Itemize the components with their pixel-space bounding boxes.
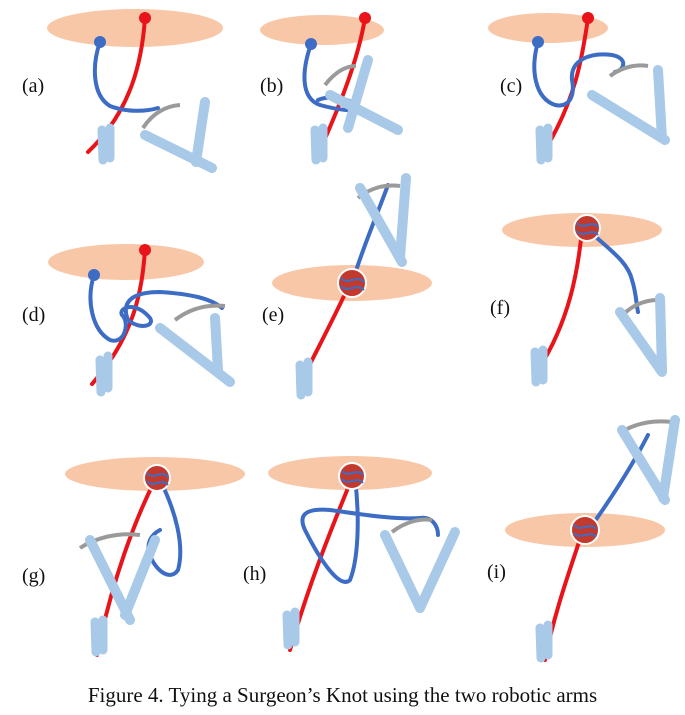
blue-thread-end bbox=[88, 269, 100, 281]
ring bbox=[488, 13, 608, 43]
panel-e-drawing bbox=[272, 173, 432, 400]
robot-arm-left bbox=[310, 123, 328, 165]
robot-arm-right bbox=[615, 293, 667, 377]
panel-d-drawing bbox=[48, 244, 235, 397]
robot-arm-left bbox=[535, 620, 553, 663]
blue-thread bbox=[300, 476, 440, 584]
blue-thread-end bbox=[532, 36, 544, 48]
blue-thread bbox=[532, 40, 626, 108]
ring bbox=[47, 9, 223, 47]
panel-a-drawing bbox=[47, 9, 223, 173]
needle bbox=[78, 532, 141, 550]
knot-icon bbox=[143, 464, 171, 492]
figure-caption: Figure 4. Tying a Surgeon’s Knot using t… bbox=[87, 683, 598, 707]
red-thread bbox=[536, 228, 584, 372]
panel-label-i: (i) bbox=[487, 561, 506, 583]
robot-arm-left bbox=[97, 123, 115, 165]
robot-arm-left bbox=[95, 351, 113, 397]
panel-label-f: (f) bbox=[490, 297, 510, 319]
panel-label-d: (d) bbox=[22, 304, 46, 326]
needle bbox=[608, 63, 649, 78]
blue-thread bbox=[92, 40, 160, 113]
needle bbox=[173, 303, 226, 322]
panel-f-drawing bbox=[502, 213, 667, 387]
robot-arm-left bbox=[90, 615, 108, 657]
red-thread-end bbox=[139, 244, 151, 256]
panel-label-e: (e) bbox=[262, 304, 285, 326]
panel-h-drawing bbox=[268, 456, 460, 652]
red-thread bbox=[543, 16, 590, 152]
red-thread-end bbox=[359, 12, 371, 24]
red-thread-end bbox=[582, 12, 594, 24]
robot-arm-right bbox=[380, 527, 460, 613]
knot-icon bbox=[570, 515, 600, 545]
robot-arm-left bbox=[295, 357, 313, 400]
panel-label-b: (b) bbox=[260, 75, 284, 97]
robot-arm-right bbox=[587, 65, 670, 145]
robot-arm-right bbox=[140, 97, 217, 173]
robot-arm bbox=[85, 535, 160, 625]
panel-label-a: (a) bbox=[22, 75, 45, 97]
panel-g-drawing bbox=[65, 457, 245, 657]
ring bbox=[48, 244, 204, 280]
blue-thread bbox=[88, 273, 224, 343]
needle bbox=[390, 517, 433, 534]
robot-arm-right bbox=[355, 173, 411, 267]
knot-icon bbox=[337, 268, 367, 298]
robot-arm-right bbox=[325, 55, 403, 135]
panel-label-h: (h) bbox=[243, 563, 267, 585]
needle bbox=[141, 103, 181, 130]
robot-arm-right bbox=[155, 313, 235, 387]
panel-label-g: (g) bbox=[22, 565, 46, 587]
blue-thread-end bbox=[94, 36, 106, 48]
robot-arm-left bbox=[530, 345, 548, 387]
blue-thread bbox=[588, 433, 650, 530]
knot-icon bbox=[573, 214, 601, 242]
blue-thread-end bbox=[305, 38, 317, 50]
red-thread-end bbox=[139, 12, 151, 24]
robot-arm-left bbox=[282, 607, 300, 650]
ring bbox=[260, 15, 384, 45]
blue-thread bbox=[146, 478, 183, 577]
needle bbox=[323, 64, 357, 87]
robot-arm-left bbox=[535, 123, 553, 165]
panel-c-drawing bbox=[488, 12, 670, 165]
needle bbox=[624, 419, 673, 432]
knot-icon bbox=[338, 462, 366, 490]
panel-label-c: (c) bbox=[500, 75, 523, 97]
panel-b-drawing bbox=[260, 12, 403, 165]
panel-i-drawing bbox=[505, 415, 680, 663]
robot-arm-right bbox=[617, 415, 680, 505]
